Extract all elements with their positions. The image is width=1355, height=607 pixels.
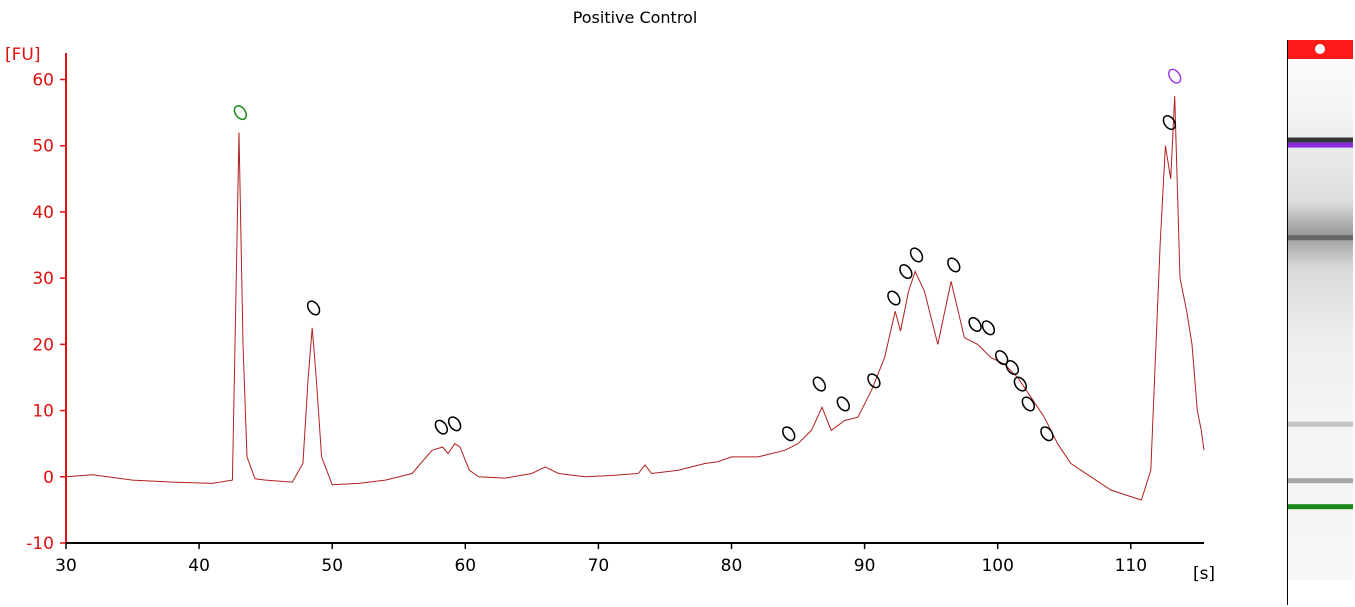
gel-band [1288,504,1353,510]
x-tick-label: 80 [721,556,743,576]
axes: -10 0 10 20 30 40 50 60 [FU] 30 40 50 60 70 80 90 100 110… [5,45,1215,584]
y-tick-label: 30 [32,269,54,289]
peak-label [994,350,1009,366]
x-tick-label: 60 [454,556,476,576]
peak-label [306,300,321,316]
peak-label [1162,114,1177,131]
peak-label [782,426,796,442]
y-tick-label: 60 [32,70,54,90]
x-tick-label: 100 [981,556,1013,576]
peak-label [887,290,901,306]
peak-label [1005,359,1020,376]
x-tick-label: 90 [854,556,876,576]
x-tick-label: 70 [588,556,610,576]
signal-trace [65,95,1205,501]
peak-label [447,416,462,432]
peak-label [836,396,850,412]
gel-band [1288,478,1353,484]
gel-band [1288,137,1353,143]
peak-label [947,257,961,273]
x-tick-label: 50 [321,556,343,576]
x-tick-label: 40 [188,556,210,576]
peak-label-layer [233,68,1182,442]
electropherogram-chart: -10 0 10 20 30 40 50 60 [FU] 30 40 50 60 70 80 90 100 110… [5,45,1215,584]
y-tick-label: 20 [32,335,54,355]
y-tick-label: 50 [32,137,54,157]
gel-band [1288,421,1353,427]
peak-label [867,373,881,389]
peak-label [233,105,248,121]
peak-label [981,320,996,336]
peak-label [434,419,449,435]
gel-background [1287,40,1353,580]
peak-label [1013,376,1028,392]
x-tick-label: 30 [55,556,77,576]
peak-label [899,263,913,280]
gel-band [1288,235,1353,241]
x-axis-label: [s] [1193,564,1215,584]
chart-title: Positive Control [572,8,698,27]
peak-label [1040,426,1054,442]
gel-band [1288,142,1353,148]
peak-label [812,376,827,392]
trace-layer [65,95,1205,501]
peak-label [968,316,982,333]
y-tick-label: 10 [32,402,54,422]
peak-label [1168,68,1182,84]
peak-label [1021,396,1035,412]
y-axis-label: [FU] [5,45,41,65]
x-tick-label: 110 [1115,556,1147,576]
gel-lane [1287,40,1353,605]
y-tick-label: 0 [43,468,54,488]
y-tick-label: 40 [32,203,54,223]
peak-label [909,247,924,263]
y-tick-label: -10 [26,534,54,554]
gel-marker-dot [1315,44,1325,54]
